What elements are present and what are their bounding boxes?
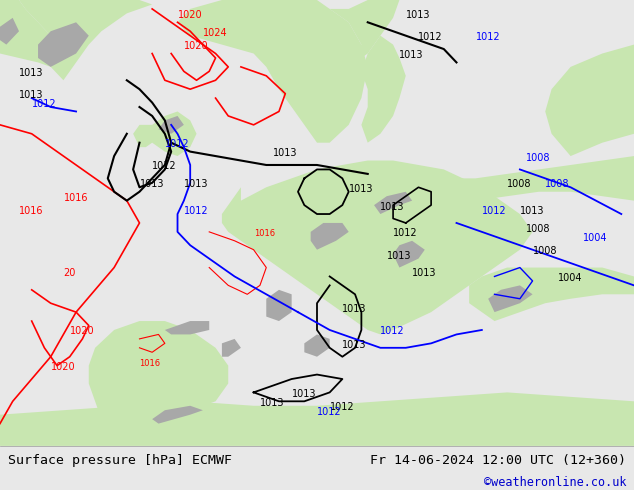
Polygon shape <box>304 334 330 357</box>
Text: 1012: 1012 <box>317 407 342 416</box>
Text: 1008: 1008 <box>545 179 570 189</box>
Polygon shape <box>311 214 349 276</box>
Text: 1020: 1020 <box>184 41 209 51</box>
Text: 1016: 1016 <box>64 193 88 203</box>
Text: 1013: 1013 <box>19 90 44 100</box>
Polygon shape <box>311 223 349 250</box>
Text: 1013: 1013 <box>342 340 367 350</box>
Text: 1013: 1013 <box>380 201 405 212</box>
Text: 1012: 1012 <box>393 228 418 238</box>
Polygon shape <box>456 156 634 201</box>
Text: 1012: 1012 <box>330 402 354 412</box>
Polygon shape <box>374 192 412 214</box>
Text: 1020: 1020 <box>51 362 75 372</box>
Text: 1008: 1008 <box>526 152 551 163</box>
Polygon shape <box>165 321 209 334</box>
Text: 1004: 1004 <box>558 273 583 283</box>
Text: 1008: 1008 <box>507 179 532 189</box>
Text: 1016: 1016 <box>139 359 160 368</box>
Text: 1012: 1012 <box>380 326 405 337</box>
Text: 1004: 1004 <box>583 233 608 243</box>
Text: 1013: 1013 <box>260 398 285 408</box>
Text: 1024: 1024 <box>203 27 228 38</box>
Polygon shape <box>393 241 425 268</box>
Text: 1020: 1020 <box>70 326 94 337</box>
Text: 1013: 1013 <box>292 389 316 399</box>
Text: 1012: 1012 <box>184 206 209 216</box>
Text: 1013: 1013 <box>139 179 164 189</box>
Text: ©weatheronline.co.uk: ©weatheronline.co.uk <box>484 476 626 489</box>
Polygon shape <box>545 45 634 156</box>
Text: 1016: 1016 <box>254 229 275 238</box>
Text: 1013: 1013 <box>520 206 545 216</box>
Polygon shape <box>222 339 241 357</box>
Polygon shape <box>0 0 63 67</box>
Text: 1008: 1008 <box>526 224 551 234</box>
Polygon shape <box>469 268 634 321</box>
Polygon shape <box>330 0 399 67</box>
Text: 1012: 1012 <box>482 206 507 216</box>
Text: 1020: 1020 <box>178 10 202 20</box>
Polygon shape <box>361 36 406 143</box>
Polygon shape <box>387 268 425 321</box>
Polygon shape <box>19 0 152 80</box>
Text: 1013: 1013 <box>19 68 44 78</box>
Text: 1013: 1013 <box>406 10 430 20</box>
Text: 1013: 1013 <box>349 184 373 194</box>
Text: 1013: 1013 <box>399 50 424 60</box>
Text: 1012: 1012 <box>165 139 190 149</box>
Polygon shape <box>89 321 228 423</box>
Polygon shape <box>488 285 533 312</box>
Text: 1012: 1012 <box>152 161 177 172</box>
Text: 1013: 1013 <box>342 304 367 314</box>
Text: Fr 14-06-2024 12:00 UTC (12+360): Fr 14-06-2024 12:00 UTC (12+360) <box>370 454 626 466</box>
Polygon shape <box>266 290 292 321</box>
Text: 1013: 1013 <box>387 250 411 261</box>
Text: 1012: 1012 <box>32 99 56 109</box>
Text: 1012: 1012 <box>418 32 443 42</box>
Text: Surface pressure [hPa] ECMWF: Surface pressure [hPa] ECMWF <box>8 454 231 466</box>
Text: 1012: 1012 <box>476 32 500 42</box>
Polygon shape <box>178 0 368 143</box>
Text: 1013: 1013 <box>184 179 209 189</box>
Text: 1008: 1008 <box>533 246 557 256</box>
Text: 1013: 1013 <box>273 148 297 158</box>
Text: 20: 20 <box>63 269 76 278</box>
Text: 1013: 1013 <box>412 269 437 278</box>
Polygon shape <box>222 161 533 334</box>
Polygon shape <box>0 392 634 446</box>
Polygon shape <box>38 22 89 67</box>
Text: 1016: 1016 <box>19 206 44 216</box>
Polygon shape <box>133 125 158 147</box>
Polygon shape <box>152 112 197 156</box>
Polygon shape <box>152 406 203 423</box>
Polygon shape <box>158 116 184 134</box>
Polygon shape <box>0 18 19 45</box>
